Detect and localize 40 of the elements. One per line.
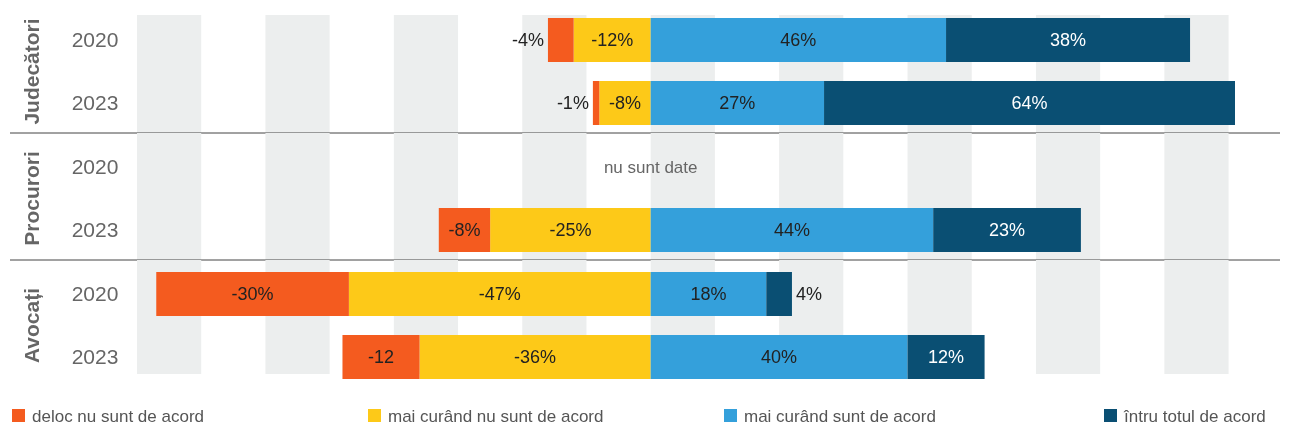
data-label: -8% <box>448 220 481 241</box>
bar <box>547 18 574 62</box>
y-axis-title: Procurori <box>20 151 44 246</box>
data-label: -47% <box>478 284 521 305</box>
data-label: 23% <box>989 220 1026 241</box>
legend-label: mai curând sunt de acord <box>744 406 936 424</box>
data-label: -36% <box>514 347 557 368</box>
bar <box>342 335 420 379</box>
bar <box>650 335 908 379</box>
legend-label: întru totul de acord <box>1123 406 1266 424</box>
y-tick-label: 2020 <box>71 155 119 179</box>
bar <box>419 335 651 379</box>
y-axis-title: Judecători <box>20 18 44 125</box>
y-tick-label: 2023 <box>71 345 119 369</box>
data-label: -12 <box>367 347 395 368</box>
y-tick-label: 2023 <box>71 91 119 115</box>
data-label: -8% <box>608 93 642 114</box>
data-label: -4% <box>511 30 544 51</box>
data-label: 27% <box>719 93 756 114</box>
data-label: 40% <box>761 347 798 368</box>
data-label: 44% <box>773 220 810 241</box>
data-label: 46% <box>780 30 817 51</box>
legend-label: deloc nu sunt de acord <box>32 406 205 424</box>
data-label: -25% <box>549 220 592 241</box>
bar <box>592 81 600 125</box>
data-label: -30% <box>231 284 274 305</box>
y-axis-title: Avocați <box>20 287 44 364</box>
legend-label: mai curând nu sunt de acord <box>388 406 604 424</box>
data-label: -12% <box>591 30 634 51</box>
data-label: 18% <box>690 284 727 305</box>
data-label: 38% <box>1050 30 1087 51</box>
annotation: nu sunt date <box>603 157 698 177</box>
data-label: 12% <box>928 347 965 368</box>
data-label: 64% <box>1011 93 1048 114</box>
bar <box>766 272 792 316</box>
data-label: 4% <box>795 284 822 305</box>
y-tick-label: 2020 <box>71 28 119 52</box>
data-label: -1% <box>556 93 589 114</box>
y-tick-label: 2023 <box>71 218 119 242</box>
y-tick-label: 2020 <box>71 282 119 306</box>
